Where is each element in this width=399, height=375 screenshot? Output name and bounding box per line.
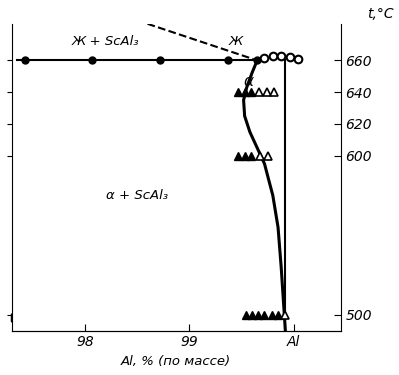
Text: α: α [244,74,254,88]
Text: Ж + ScAl₃: Ж + ScAl₃ [72,34,140,48]
Text: t,°C: t,°C [367,7,394,21]
X-axis label: Al, % (по массе): Al, % (по массе) [121,355,231,368]
Text: α + ScAl₃: α + ScAl₃ [106,189,168,202]
Text: Ж: Ж [229,34,243,48]
